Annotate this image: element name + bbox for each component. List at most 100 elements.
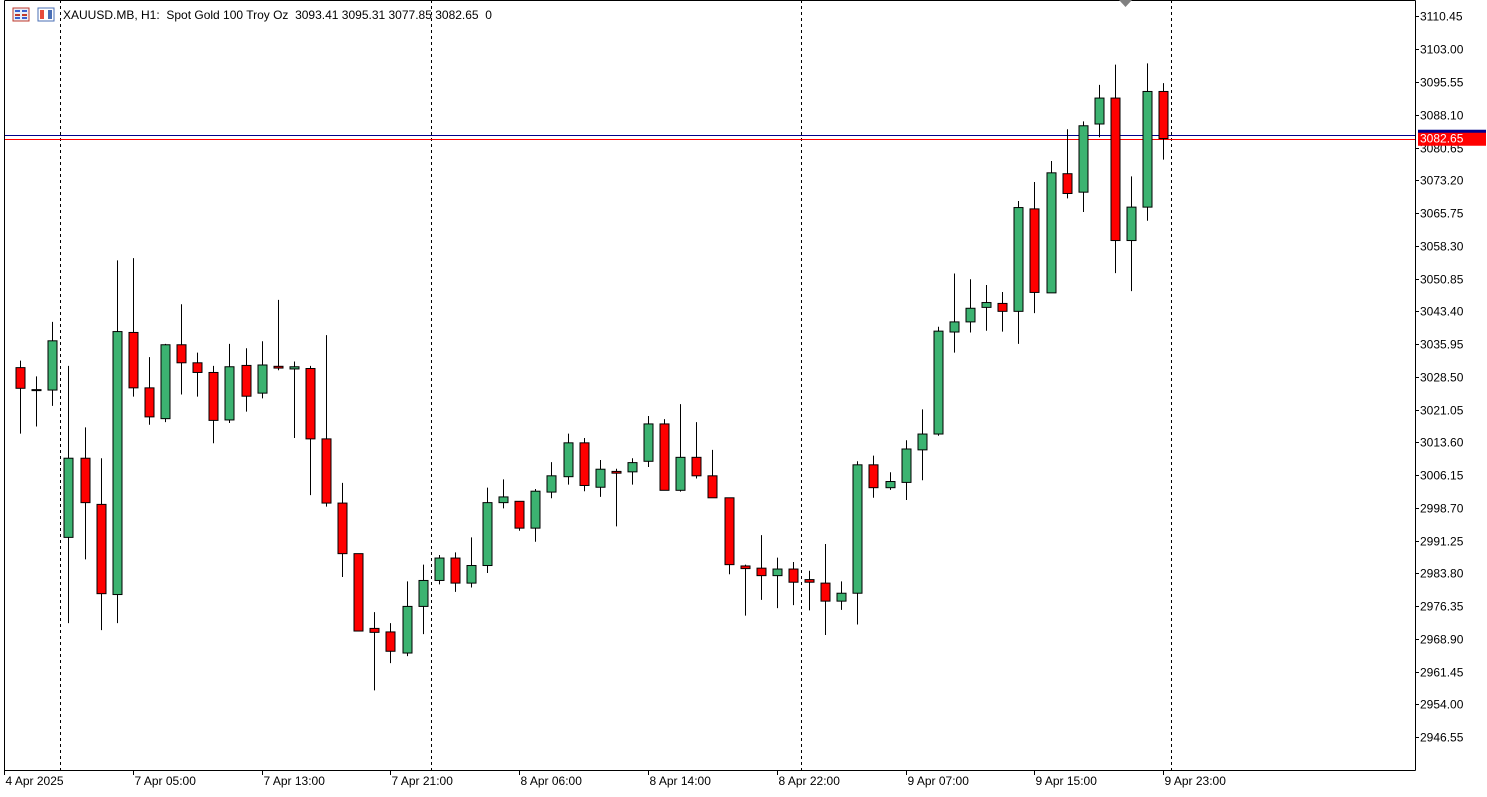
bearish-candle-body	[305, 368, 316, 440]
candle	[241, 348, 252, 412]
candle	[80, 427, 91, 560]
bearish-candle-body	[1158, 90, 1169, 140]
bullish-candle-body	[530, 490, 541, 529]
bullish-candle-body	[852, 464, 863, 594]
bullish-candle-body	[933, 330, 944, 435]
candle	[579, 437, 590, 492]
candle	[466, 537, 477, 588]
bearish-candle-body	[514, 500, 525, 529]
candle	[917, 409, 928, 481]
bullish-candle-body	[772, 568, 783, 577]
price-tick-label: 3058.30	[1420, 240, 1464, 254]
bullish-candle-body	[1094, 97, 1105, 125]
price-tick-label: 3103.00	[1420, 43, 1464, 57]
price-tick-label: 2961.45	[1420, 666, 1464, 680]
bullish-candle-body	[434, 557, 445, 581]
candle	[224, 343, 235, 424]
plot-frame	[4, 0, 1416, 771]
price-tick-label: 3050.85	[1420, 273, 1464, 287]
bearish-candle-body	[241, 364, 252, 397]
candle	[47, 321, 58, 406]
chart-list-icon[interactable]	[12, 7, 30, 22]
price-tag-box	[1418, 130, 1486, 146]
candle	[257, 341, 268, 399]
candle	[128, 258, 139, 397]
candle	[305, 365, 316, 496]
bullish-candle-body	[917, 433, 928, 451]
candle	[112, 260, 123, 624]
candle	[1126, 176, 1137, 292]
price-tick-label: 2991.25	[1420, 535, 1464, 549]
bearish-candle-body	[788, 568, 799, 583]
candle	[144, 357, 155, 425]
one-click-trading-icon[interactable]	[37, 7, 55, 22]
time-tick-label: 7 Apr 21:00	[392, 774, 454, 788]
bearish-candle-body	[273, 365, 284, 369]
time-tick-label: 8 Apr 06:00	[521, 774, 583, 788]
time-tick-label: 7 Apr 13:00	[264, 774, 326, 788]
candle	[820, 543, 831, 635]
candle	[1062, 129, 1073, 199]
price-tick-label: 2968.90	[1420, 633, 1464, 647]
candle	[724, 497, 735, 575]
candle	[756, 535, 767, 600]
bearish-candle-body	[1110, 97, 1121, 242]
bearish-candle-body	[144, 387, 155, 418]
current-price-tag: 3082.65	[1418, 129, 1486, 146]
candle	[981, 284, 992, 331]
candle	[1158, 83, 1169, 160]
candle	[852, 461, 863, 625]
candle	[965, 279, 976, 333]
bullish-candle-body	[498, 496, 509, 504]
candle	[885, 472, 896, 490]
bullish-candle-body	[836, 592, 847, 602]
candle	[675, 404, 686, 492]
time-axis[interactable]: 4 Apr 2025 7 Apr 05:00 7 Apr 13:00 7 Apr 21…	[4, 770, 1227, 788]
bearish-candle-body	[724, 497, 735, 566]
candle	[788, 561, 799, 606]
candle	[997, 291, 1008, 332]
bearish-candle-body	[756, 567, 767, 577]
bearish-candle-body	[691, 456, 702, 477]
candle	[530, 489, 541, 542]
candle	[434, 554, 445, 585]
price-tick-label: 3006.15	[1420, 469, 1464, 483]
bearish-candle-body	[321, 438, 332, 504]
shift-marker-icon[interactable]	[1119, 0, 1132, 7]
bearish-candle-body	[176, 344, 187, 364]
price-tick-label: 3013.60	[1420, 436, 1464, 450]
bullish-candle-body	[675, 456, 686, 491]
candle	[707, 449, 718, 499]
candle	[804, 570, 815, 611]
price-axis[interactable]: 3110.453103.003095.553088.103080.653073.…	[1415, 10, 1464, 745]
price-tick-label: 3088.10	[1420, 109, 1464, 123]
bullish-candle-body	[981, 302, 992, 308]
candle	[402, 581, 413, 657]
candle	[289, 361, 300, 438]
candle	[1046, 160, 1057, 294]
price-tick-label: 3028.50	[1420, 371, 1464, 385]
price-tag-bid-stripe	[1418, 129, 1486, 133]
bearish-candle-body	[707, 475, 718, 499]
price-tick-label: 2983.80	[1420, 567, 1464, 581]
bullish-candle-body	[595, 468, 606, 488]
price-tick-label: 3065.75	[1420, 207, 1464, 221]
candle	[31, 376, 42, 427]
bullish-candle-body	[627, 462, 638, 473]
candle	[1078, 121, 1089, 212]
candles	[15, 63, 1169, 691]
price-tag-label: 3082.65	[1420, 132, 1464, 146]
bearish-candle-body	[1062, 173, 1073, 194]
bearish-candle-body	[659, 423, 670, 491]
bearish-candle-body	[740, 565, 751, 570]
price-tick-label: 2954.00	[1420, 698, 1464, 712]
bullish-candle-body	[563, 442, 574, 478]
candle	[933, 326, 944, 436]
bullish-candle-body	[1078, 125, 1089, 193]
bearish-candle-body	[337, 502, 348, 555]
candle	[949, 273, 960, 353]
bullish-candle-body	[160, 344, 171, 420]
